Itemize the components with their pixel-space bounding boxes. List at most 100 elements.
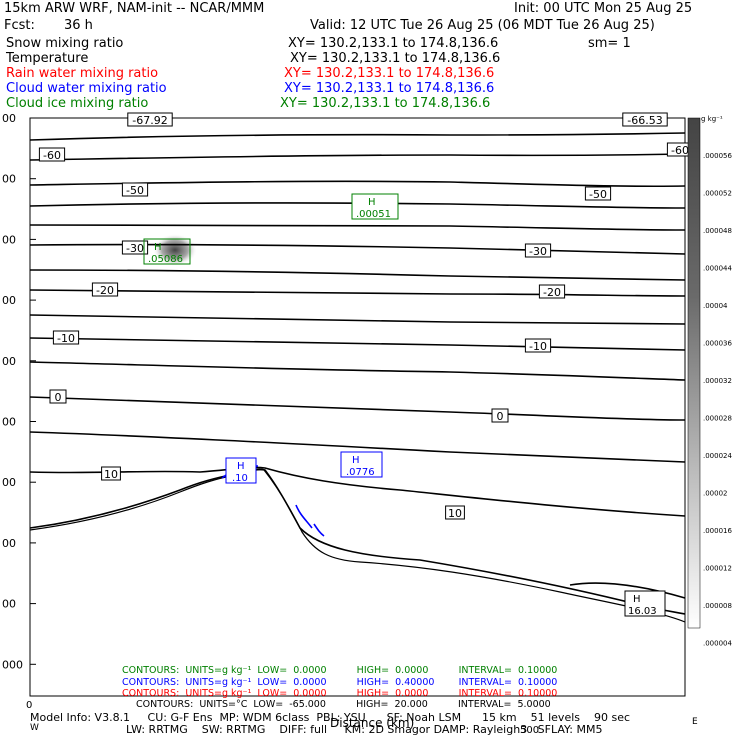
isotherm-label: 0 — [497, 410, 504, 423]
high-value: .05086 — [148, 254, 183, 265]
cloud-water-high-1: H .10 — [225, 457, 257, 484]
isotherm-label: -30 — [126, 242, 144, 255]
isotherm-line — [29, 361, 686, 381]
isotherm-label-box — [445, 505, 465, 520]
isotherm-label: -60 — [43, 149, 61, 162]
isotherm-label-box — [127, 112, 173, 127]
isotherm-label-box — [91, 282, 119, 297]
colorbar-tick-label: .000028 — [703, 415, 732, 423]
field-xy-temp: XY= 130.2,133.1 to 174.8,136.6 — [290, 51, 501, 66]
isotherm-label: -20 — [543, 286, 561, 299]
colorbar-tick-label: .000036 — [703, 340, 732, 348]
colorbar-unit: g kg⁻¹ — [701, 115, 723, 123]
contour-info-rain: CONTOURS: UNITS=g kg⁻¹ LOW= 0.0000 HIGH=… — [122, 688, 558, 699]
isotherm-label: -50 — [126, 184, 144, 197]
isotherm-label-box — [524, 243, 552, 258]
corner-east: E — [692, 717, 698, 727]
y-tick-label: 00 — [2, 355, 16, 368]
colorbar-tick-label: .000044 — [703, 265, 732, 273]
isotherm-label-box — [622, 112, 668, 127]
isotherm-label: -30 — [529, 245, 547, 258]
isotherm-label: -67.92 — [132, 114, 167, 127]
high-label: H — [368, 197, 376, 208]
high-value: .10 — [232, 473, 248, 484]
x-axis-label: Distance (km) — [330, 716, 414, 730]
colorbar-tick-label: .000024 — [703, 452, 732, 460]
isotherm-label: -66.53 — [627, 114, 662, 127]
isotherm-label: -10 — [529, 340, 547, 353]
isotherm-labels: -67.92 -66.53 -60 -60 -50 -50 -30 -30 -20 -20 -10 -… — [38, 112, 694, 520]
field-name-temp: Temperature — [6, 51, 89, 66]
model-info: Model Info: V3.8.1 CU: G-F Ens MP: WDM 6… — [30, 711, 631, 724]
init-time: Init: 00 UTC Mon 25 Aug 25 — [514, 1, 693, 16]
isotherm-line — [29, 314, 686, 325]
y-tick-label: 00 — [2, 537, 16, 550]
y-tick-label: 00 — [2, 112, 16, 125]
isotherm-line — [29, 132, 686, 141]
isotherm-label: -10 — [57, 332, 75, 345]
field-name-cloudice: Cloud ice mixing ratio — [6, 96, 149, 111]
colorbar-tick-label: .000056 — [703, 152, 732, 160]
isotherm-label-box — [121, 240, 149, 255]
fcst-value: 36 h — [64, 18, 93, 33]
field-extra-snow: sm= 1 — [588, 36, 631, 51]
isotherm-label: -60 — [671, 144, 689, 157]
isotherm-line — [29, 153, 686, 161]
contour-info-temp: CONTOURS: UNITS=°C LOW= -65.000 HIGH= 20… — [136, 699, 551, 710]
fcst-label: Fcst: — [4, 18, 35, 33]
colorbar-tick-label: .000012 — [703, 565, 732, 573]
high-label: H — [154, 242, 162, 253]
isotherm-label-box — [38, 147, 66, 162]
isotherm-line — [29, 337, 686, 351]
isotherm-label: -50 — [589, 188, 607, 201]
field-xy-rain: XY= 130.2,133.1 to 174.8,136.6 — [284, 66, 495, 81]
corner-west: W — [30, 723, 39, 733]
isotherm-line — [29, 223, 686, 231]
isotherm-label-box — [49, 389, 67, 404]
field-xy-cloudice: XY= 130.2,133.1 to 174.8,136.6 — [280, 96, 491, 111]
isotherm-label-box — [491, 408, 509, 423]
isotherm-label: 10 — [448, 507, 462, 520]
isotherm-line — [29, 431, 686, 463]
cloud-ice-high-2: H .05086 — [143, 238, 191, 265]
high-label: H — [352, 455, 360, 466]
valid-time: Valid: 12 UTC Tue 26 Aug 25 (06 MDT Tue … — [310, 18, 655, 33]
isotherm-line — [569, 582, 686, 599]
field-name-snow: Snow mixing ratio — [6, 36, 124, 51]
field-xy-cloudwater: XY= 130.2,133.1 to 174.8,136.6 — [284, 81, 495, 96]
contour-info-ice: CONTOURS: UNITS=g kg⁻¹ LOW= 0.0000 HIGH=… — [122, 665, 558, 676]
isotherm-label: -20 — [96, 284, 114, 297]
colorbar-ticks: .000056 .000052 .000048 .000044 .00004 .00003… — [703, 152, 732, 648]
cloud-ice-high-1: H .00051 — [351, 193, 399, 220]
y-tick-label: 00 — [2, 173, 16, 186]
colorbar-tick-label: .00002 — [703, 490, 728, 498]
cloud-water-high-2: H .0776 — [340, 451, 383, 478]
contour-info-water: CONTOURS: UNITS=g kg⁻¹ LOW= 0.0000 HIGH=… — [122, 677, 558, 688]
colorbar-tick-label: .000004 — [703, 640, 732, 648]
y-tick-label: 00 — [2, 416, 16, 429]
isotherm-line — [29, 468, 686, 615]
field-xy-snow: XY= 130.2,133.1 to 174.8,136.6 — [288, 36, 499, 51]
model-title: 15km ARW WRF, NAM-init -- NCAR/MMM — [4, 1, 265, 16]
colorbar-tick-label: .000008 — [703, 602, 732, 610]
high-value: 16.03 — [628, 606, 657, 617]
isotherm-label-box — [584, 186, 612, 201]
isotherm-line — [29, 202, 686, 209]
isotherm-line — [29, 396, 686, 421]
high-label: H — [633, 594, 641, 605]
y-tick-label: 00 — [2, 294, 16, 307]
isotherm-label-box — [524, 338, 552, 353]
high-value: .0776 — [346, 467, 375, 478]
y-tick-label: 00 — [2, 476, 16, 489]
x-tick-label: 0 — [26, 700, 32, 711]
colorbar-tick-label: .000052 — [703, 190, 732, 198]
isotherm-label-box — [52, 330, 80, 345]
physics-info: LW: RRTMG SW: RRTMG DIFF: full KM: 2D Sm… — [126, 723, 603, 736]
y-tick-label: 00 — [2, 598, 16, 611]
temperature-high: H 16.03 — [624, 590, 666, 617]
colorbar — [687, 117, 701, 629]
field-name-cloudwater: Cloud water mixing ratio — [6, 81, 167, 96]
cloud-ice-shading — [153, 234, 197, 266]
